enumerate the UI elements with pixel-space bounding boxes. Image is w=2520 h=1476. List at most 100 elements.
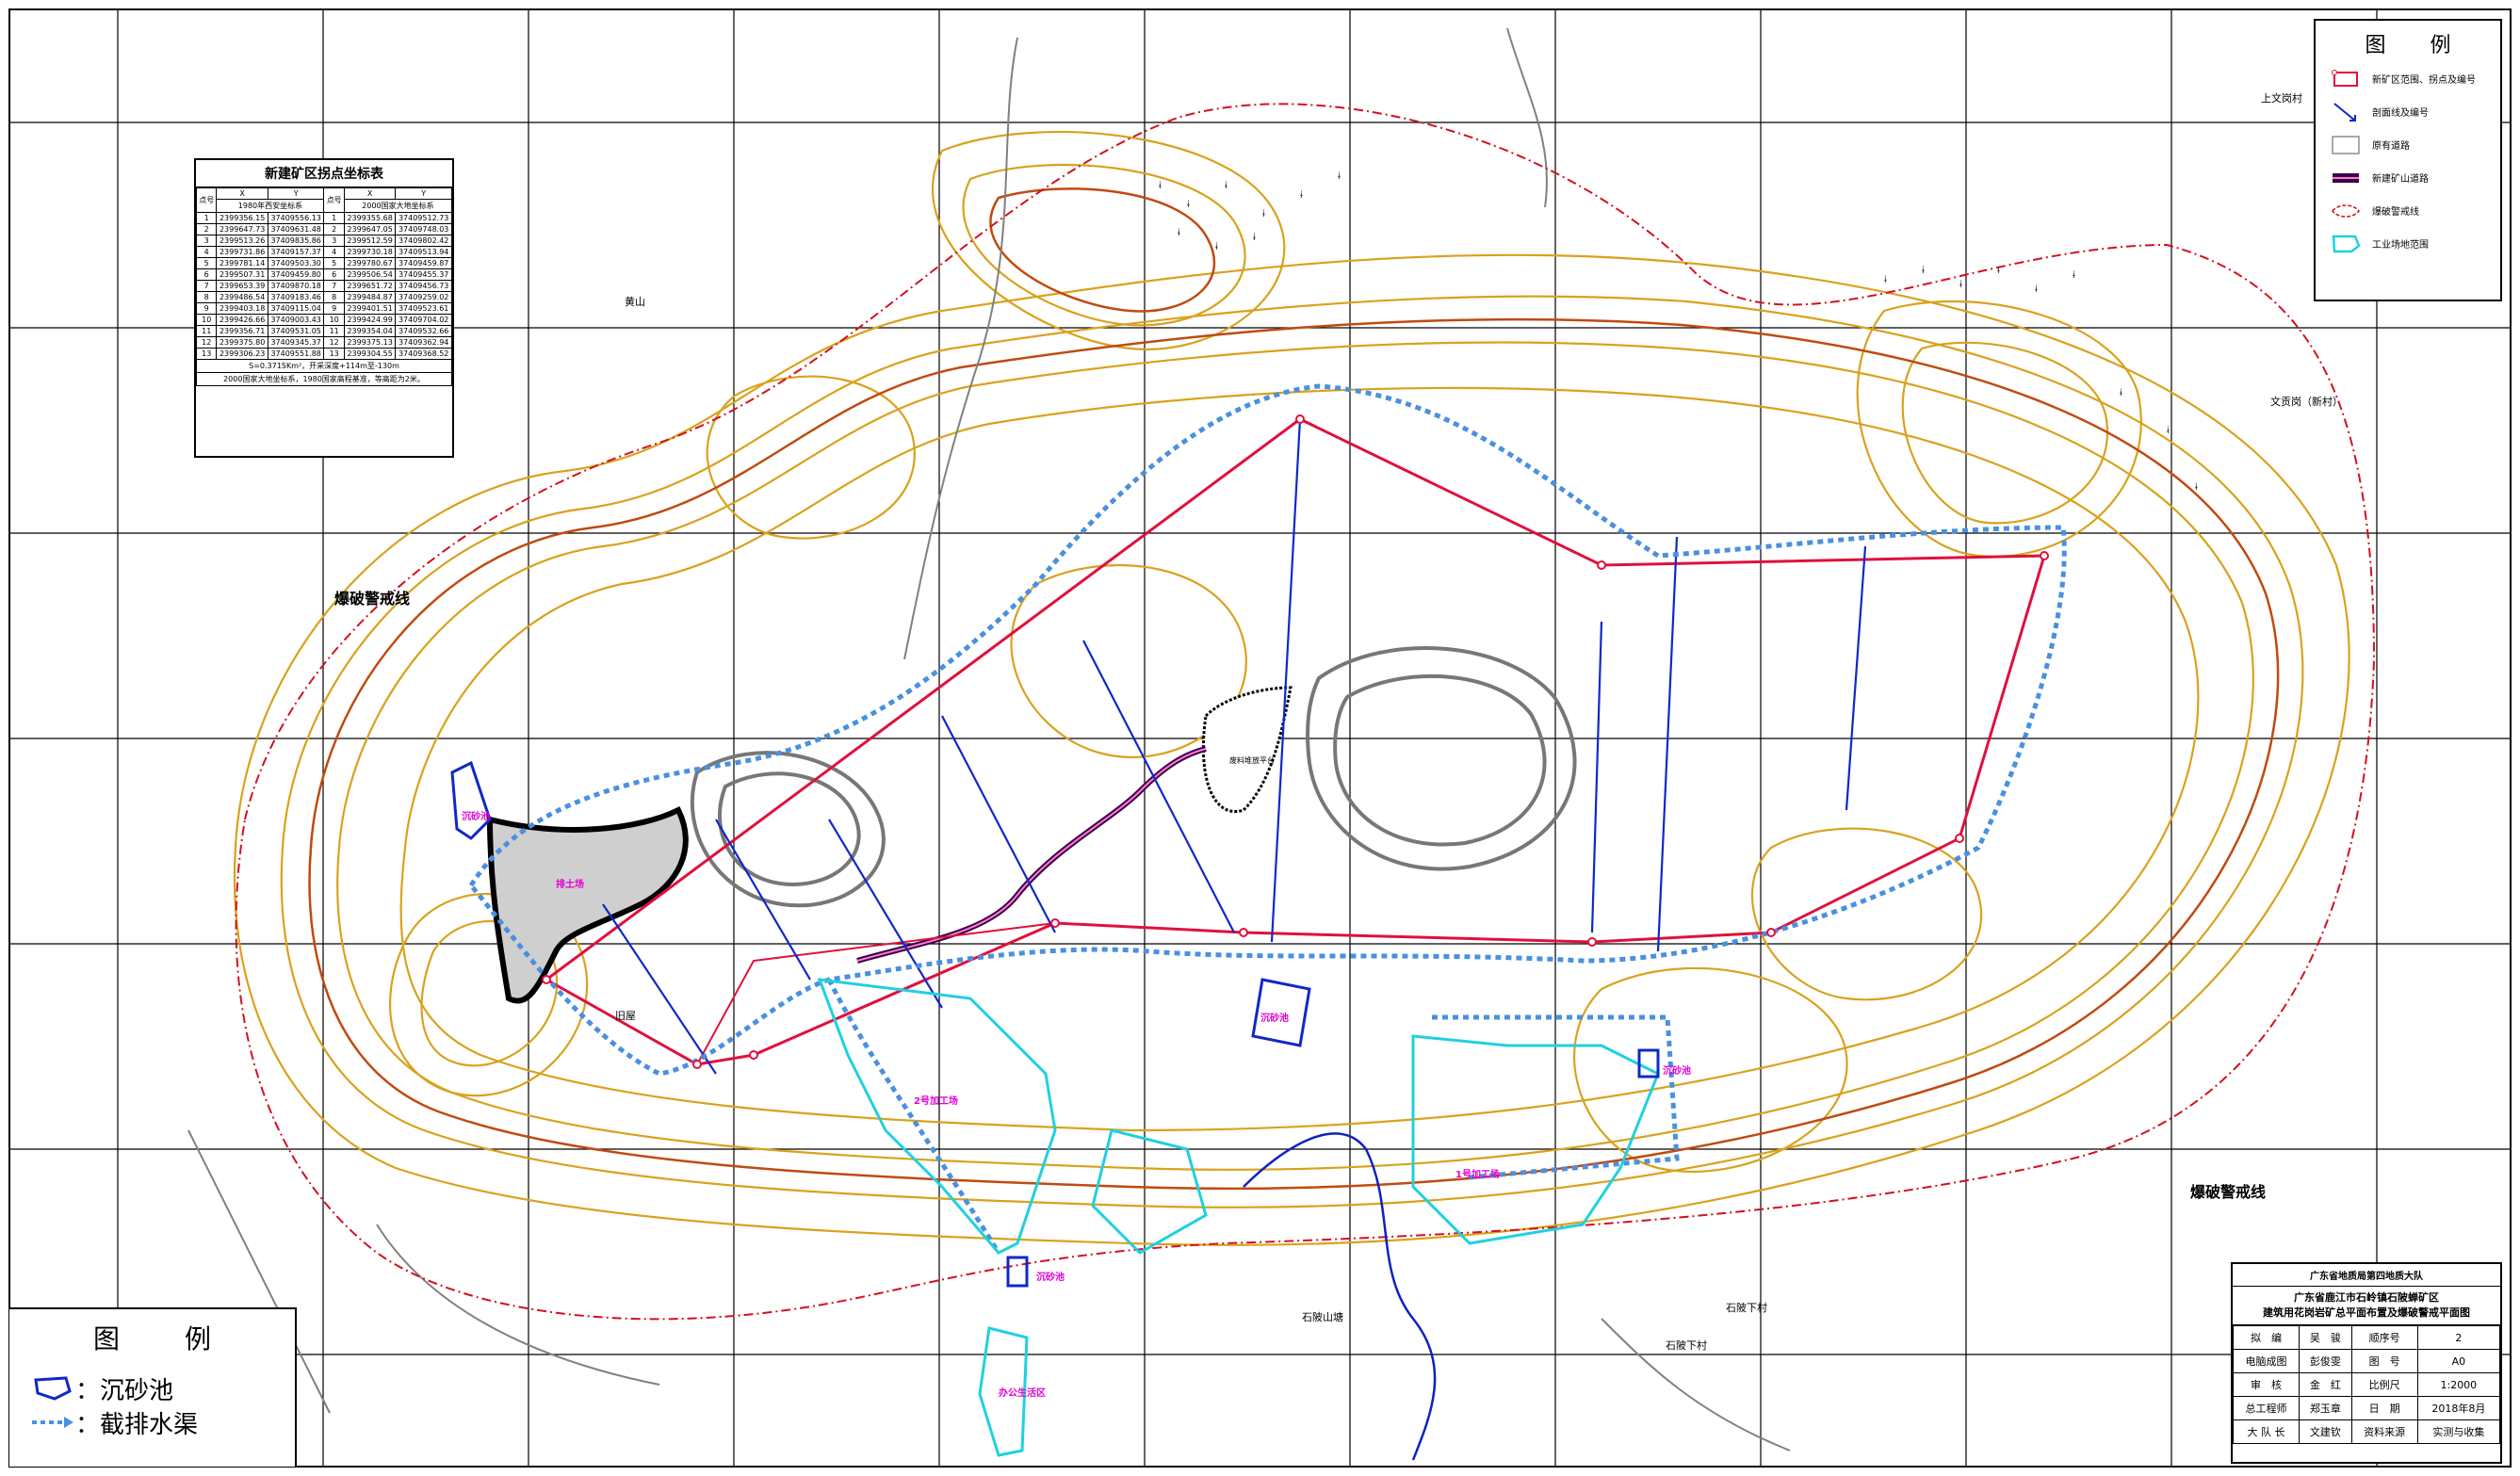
- title-block-cell: 文建钦: [2299, 1419, 2352, 1444]
- col-point-no-1980: 点号: [195, 187, 218, 213]
- coordinate-cell: 10: [323, 314, 345, 326]
- coordinate-row: 1 2399356.15 37409556.13 1 2399355.68 3740951…: [195, 212, 452, 224]
- svg-text:ɨ: ɨ: [1922, 266, 1925, 276]
- existing-roads: [187, 27, 1791, 1452]
- coordinate-cell: 2399306.23: [216, 348, 268, 360]
- mining-boundary-inner: [696, 922, 1056, 1065]
- title-block-cell: 吴 骏: [2299, 1325, 2352, 1350]
- legend-item-settling-pond: ：沉砂池: [9, 1371, 295, 1405]
- coordinate-cell: 37409183.46: [267, 291, 325, 303]
- coordinate-cell: 37409532.66: [395, 325, 452, 337]
- legend-item-mine-road: 新建矿山道路: [2316, 161, 2500, 194]
- coordinate-cell: 37409704.02: [395, 314, 452, 326]
- title-block-cell: 日 期: [2350, 1396, 2418, 1420]
- settling-pond-icon: [34, 1376, 72, 1401]
- legend-bottom-panel: 图 例 ：沉砂池 ：截排水渠: [9, 1307, 297, 1467]
- coordinate-cell: 37409551.88: [267, 348, 325, 360]
- coordinate-table-note-1: S=0.3715Km²，开采深度+114m至-130m: [196, 359, 452, 373]
- office-area-label: 办公生活区: [999, 1388, 1046, 1399]
- col-x-1980: X: [216, 187, 268, 200]
- coordinate-row: 2 2399647.73 37409631.48 2 2399647.05 3740974…: [195, 223, 452, 235]
- coordinate-cell: 2399426.66: [216, 314, 268, 326]
- coordinate-cell: 2399651.72: [343, 280, 397, 292]
- road-icon: [2332, 136, 2360, 154]
- vegetation-symbols: ɨ ɨ ɨ ɨ ɨ ɨ ɨ ɨ ɨ ɨ ɨ ɨ ɨ ɨ ɨ ɨ ɨ ɨ: [1159, 171, 2198, 493]
- coordinate-cell: 2399647.05: [343, 223, 397, 235]
- col-x-2000: X: [343, 187, 397, 200]
- svg-text:ɨ: ɨ: [1884, 275, 1887, 285]
- waste-platform-label: 废料堆放平台: [1229, 756, 1275, 765]
- coordinate-cell: 2399731.86: [216, 246, 268, 258]
- svg-text:ɨ: ɨ: [2035, 284, 2038, 295]
- coordinate-cell: 2399401.51: [343, 302, 397, 315]
- coordinate-table: 点号 X Y 点号 X Y 1980年西安坐标系 2000国家大地坐标系 1 23…: [195, 187, 453, 386]
- legend-label-industrial: 工业场地范围: [2372, 240, 2429, 251]
- drainage-ditch-icon: [32, 1417, 73, 1428]
- coordinate-cell: 37409362.94: [395, 336, 452, 349]
- coordinate-cell: 37409631.48: [267, 223, 325, 235]
- svg-text:ɨ: ɨ: [1959, 280, 1962, 290]
- place-label-village: 旧屋: [615, 1010, 636, 1022]
- legend-item-blast-line: 爆破警戒线: [2316, 194, 2500, 227]
- index-contours: [308, 187, 2280, 1191]
- legend-label-settling-pond: ：沉砂池: [75, 1376, 174, 1405]
- coordinate-row: 10 2399426.66 37409003.43 10 2399424.99 37409…: [195, 314, 452, 326]
- coordinate-cell: 2399375.13: [343, 336, 397, 349]
- coordinate-cell: 5: [195, 257, 218, 269]
- coordinate-cell: 11: [323, 325, 345, 337]
- coordinate-cell: 2399356.15: [216, 212, 268, 224]
- coordinate-cell: 10: [195, 314, 218, 326]
- title-block-cell: 彭俊雯: [2299, 1349, 2352, 1373]
- legend-label-boundary: 新矿区范围、拐点及编号: [2372, 75, 2476, 86]
- coordinate-cell: 9: [195, 302, 218, 315]
- col-y-1980: Y: [267, 187, 325, 200]
- sys-1980-header: 1980年西安坐标系: [216, 199, 325, 213]
- coordinate-cell: 2399512.59: [343, 235, 397, 247]
- title-block-cell: 审 核: [2232, 1372, 2301, 1397]
- title-block: 广东省地质局第四地质大队 广东省鹿江市石岭镇石陂蝉矿区 建筑用花岗岩矿总平面布置…: [2231, 1262, 2502, 1464]
- title-block-row: 大 队 长文建钦 资料来源 实测与收集: [2232, 1419, 2501, 1444]
- svg-text:ɨ: ɨ: [1997, 266, 2000, 276]
- title-block-title-line2: 建筑用花岗岩矿总平面布置及爆破警戒平面图: [2263, 1306, 2470, 1319]
- coordinate-cell: 2399486.54: [216, 291, 268, 303]
- coordinate-cell: 2399513.26: [216, 235, 268, 247]
- blast-line-label-right: 爆破警戒线: [2190, 1183, 2267, 1201]
- settling-pond-label-2: 沉砂池: [1260, 1014, 1289, 1024]
- coordinate-cell: 8: [323, 291, 345, 303]
- svg-text:ɨ: ɨ: [1253, 233, 1256, 243]
- coordinate-cell: 3: [195, 235, 218, 247]
- coordinate-cell: 11: [195, 325, 218, 337]
- coordinate-cell: 37409835.86: [267, 235, 325, 247]
- coordinate-table-note-2: 2000国家大地坐标系，1980国家高程基准，等高距为2米。: [196, 372, 452, 386]
- coordinate-cell: 2399304.55: [343, 348, 397, 360]
- place-label-bottom3: 石陂下村: [1726, 1302, 1767, 1314]
- coordinate-cell: 37409556.13: [267, 212, 325, 224]
- title-block-cell: 顺序号: [2350, 1325, 2418, 1350]
- coordinate-cell: 37409003.43: [267, 314, 325, 326]
- place-label-left: 黄山: [625, 296, 645, 308]
- coordinate-cell: 1: [195, 212, 218, 224]
- settling-pond-label-3: 沉砂池: [1663, 1066, 1691, 1077]
- col-point-no-2000: 点号: [323, 187, 345, 213]
- coordinate-cell: 37409157.37: [267, 246, 325, 258]
- coordinate-cell: 2: [323, 223, 345, 235]
- blast-line-label-left: 爆破警戒线: [334, 590, 411, 608]
- coordinate-cell: 7: [323, 280, 345, 292]
- svg-text:ɨ: ɨ: [1300, 190, 1303, 201]
- coordinate-row: 11 2399356.71 37409531.05 11 2399354.04 37409…: [195, 325, 452, 337]
- legend-item-industrial: 工业场地范围: [2316, 227, 2500, 260]
- coordinate-table-panel: 新建矿区拐点坐标表 点号 X Y 点号 X Y 1980年西安坐标系 2000国…: [194, 158, 454, 458]
- legend-item-section: 剖面线及编号: [2316, 95, 2500, 128]
- coordinate-cell: 1: [323, 212, 345, 224]
- coordinate-cell: 37409456.73: [395, 280, 452, 292]
- title-block-cell: 比例尺: [2350, 1372, 2418, 1397]
- coordinate-cell: 2399647.73: [216, 223, 268, 235]
- svg-text:ɨ: ɨ: [1225, 181, 1227, 191]
- svg-text:ɨ: ɨ: [1262, 209, 1265, 219]
- processing-site-1-label: 1号加工场: [1455, 1170, 1500, 1180]
- place-label-top: 上文岗村: [2261, 92, 2302, 105]
- coordinate-cell: 2399780.67: [343, 257, 397, 269]
- coordinate-row: 6 2399507.31 37409459.80 6 2399506.54 3740945…: [195, 268, 452, 281]
- coordinate-cell: 2399403.18: [216, 302, 268, 315]
- coordinate-row: 4 2399731.86 37409157.37 4 2399730.18 3740951…: [195, 246, 452, 258]
